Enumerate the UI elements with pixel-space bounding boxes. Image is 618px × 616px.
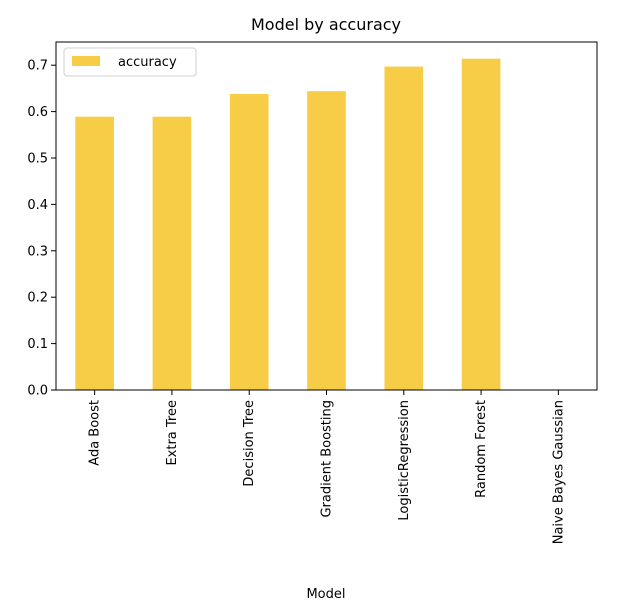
bar-1 <box>152 116 192 390</box>
plot-area: 0.0 0.1 0.2 0.3 0.4 0.5 0.6 0.7 Ada Boost Extra … <box>27 41 598 544</box>
x-tick-label-5: Random Forest <box>474 400 489 498</box>
y-tick-label-4: 0.4 <box>27 198 48 213</box>
bars-group <box>75 58 501 391</box>
y-tick-label-2: 0.2 <box>27 291 48 306</box>
bar-5 <box>461 58 501 390</box>
y-axis-ticks: 0.0 0.1 0.2 0.3 0.4 0.5 0.6 0.7 <box>27 59 56 399</box>
legend-box <box>63 47 197 77</box>
y-tick-label-5: 0.5 <box>27 152 48 167</box>
x-tick-label-6: Naive Bayes Gaussian <box>551 400 566 544</box>
y-tick-label-1: 0.1 <box>27 337 48 352</box>
x-tick-label-1: Extra Tree <box>165 400 180 466</box>
x-tick-label-0: Ada Boost <box>88 400 103 466</box>
legend: accuracy <box>63 47 197 77</box>
x-tick-label-2: Decision Tree <box>242 400 257 487</box>
y-tick-label-3: 0.3 <box>27 244 48 259</box>
x-tick-label-3: Gradient Boosting <box>320 400 335 518</box>
y-tick-label-0: 0.0 <box>27 384 48 399</box>
bar-2 <box>229 93 269 390</box>
bar-4 <box>384 66 424 390</box>
bar-3 <box>307 91 346 391</box>
legend-swatch-accuracy <box>72 56 100 66</box>
bar-0 <box>75 116 114 390</box>
y-tick-label-6: 0.6 <box>27 105 48 120</box>
x-tick-label-4: LogisticRegression <box>397 400 412 521</box>
legend-label-accuracy: accuracy <box>118 55 177 70</box>
x-axis-ticks: Ada Boost Extra Tree Decision Tree Gradient… <box>88 390 566 544</box>
y-tick-label-7: 0.7 <box>27 59 48 74</box>
chart-title: Model by accuracy <box>251 15 401 34</box>
x-axis-label: Model <box>306 587 345 602</box>
